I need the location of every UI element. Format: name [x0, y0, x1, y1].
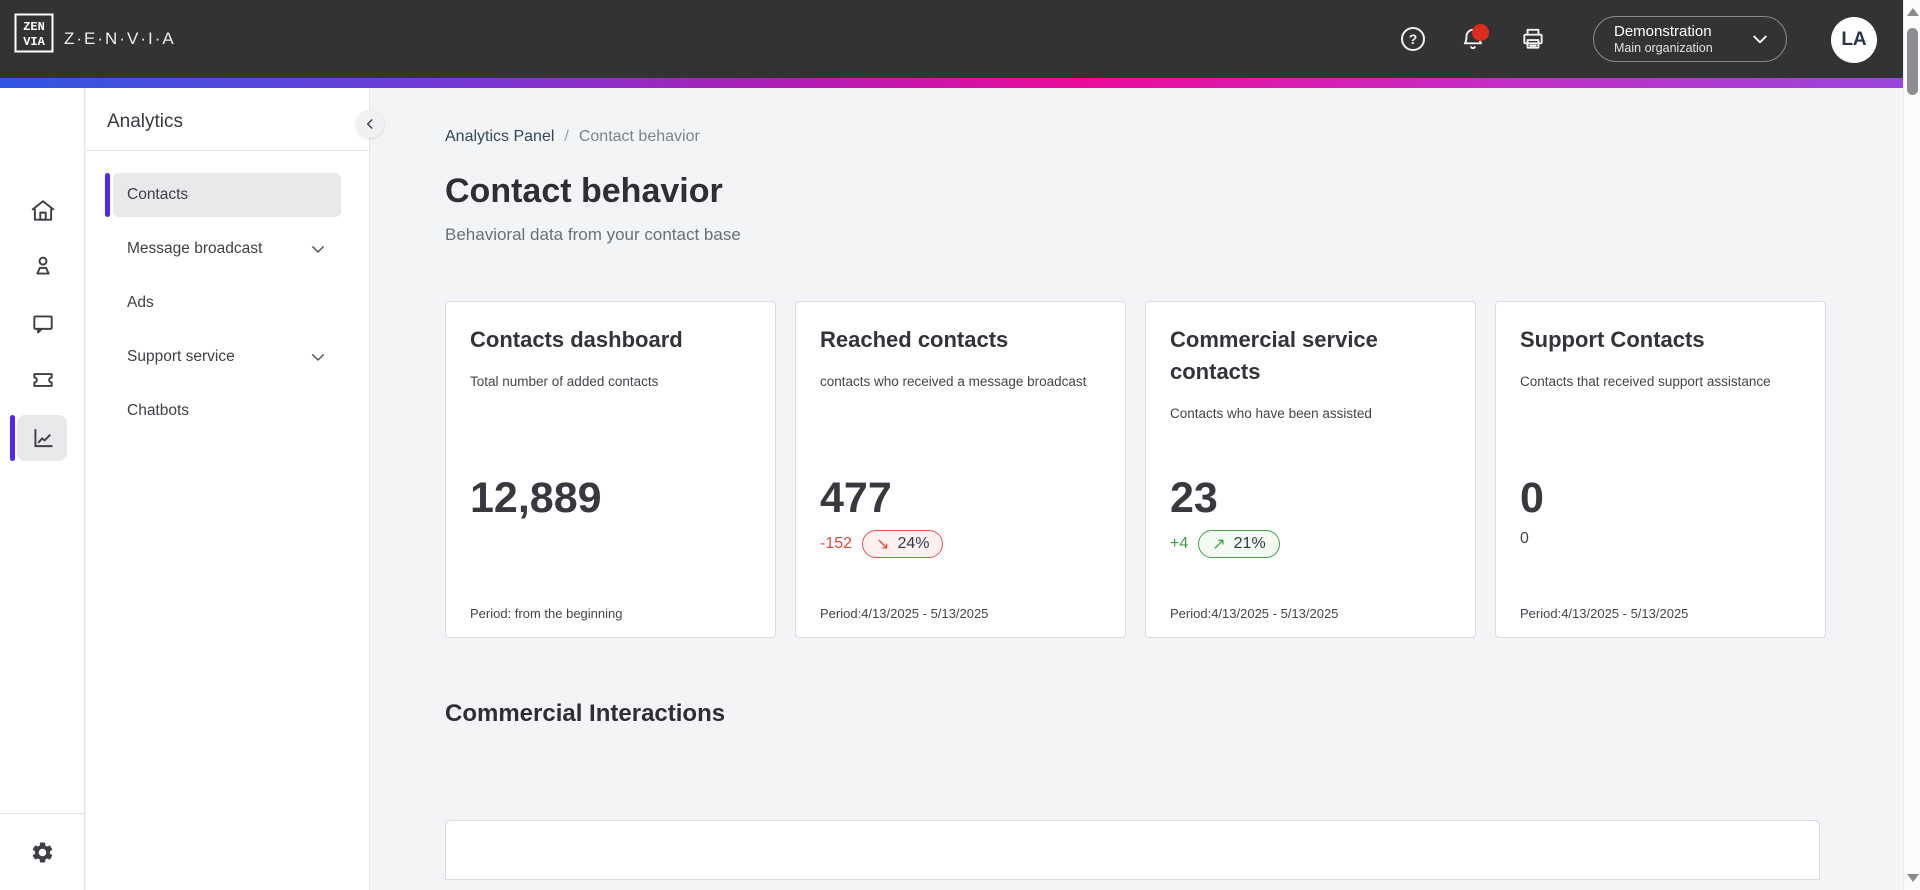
scroll-up-arrow[interactable] — [1907, 8, 1919, 16]
sidebar-item-label: Support service — [127, 348, 235, 365]
svg-text:VIA: VIA — [23, 35, 45, 49]
chevron-left-icon — [366, 119, 373, 129]
chevron-down-icon — [312, 246, 324, 253]
top-header: ZEN VIA Z·E·N·V·I·A ? Demonstration — [0, 0, 1903, 78]
sidebar-item-message-broadcast[interactable]: Message broadcast — [113, 227, 341, 271]
card-value: 0 — [1520, 474, 1544, 522]
trend-down-icon: ↘ — [876, 536, 890, 553]
sidebar-item-chatbots[interactable]: Chatbots — [113, 389, 341, 433]
zenvia-logo-icon[interactable]: ZEN VIA — [14, 13, 54, 53]
card-description: Total number of added contacts — [470, 374, 659, 389]
section-title-commercial-interactions: Commercial Interactions — [445, 700, 726, 727]
sidebar-item-label: Ads — [127, 294, 154, 311]
card-delta-row: 0 — [1520, 530, 1529, 548]
sidebar-item-ads[interactable]: Ads — [113, 281, 341, 325]
card-contacts-dashboard: Contacts dashboard Total number of added… — [445, 301, 776, 638]
main-content: Analytics Panel / Contact behavior Conta… — [371, 88, 1903, 890]
card-period: Period:4/13/2025 - 5/13/2025 — [1170, 606, 1339, 621]
organization-sub: Main organization — [1614, 40, 1713, 55]
card-commercial-service-contacts: Commercial service contacts Contacts who… — [1145, 301, 1476, 638]
card-reached-contacts: Reached contacts contacts who received a… — [795, 301, 1126, 638]
page-subtitle: Behavioral data from your contact base — [445, 225, 741, 244]
card-period: Period:4/13/2025 - 5/13/2025 — [1520, 606, 1689, 621]
scroll-down-arrow[interactable] — [1907, 874, 1919, 882]
notification-badge-dot — [1472, 24, 1489, 41]
card-support-contacts: Support Contacts Contacts that received … — [1495, 301, 1826, 638]
zenvia-wordmark: Z·E·N·V·I·A — [64, 29, 176, 48]
page-title: Contact behavior — [445, 172, 723, 210]
rail-conversations-icon[interactable] — [0, 299, 85, 349]
card-title: Commercial service contacts — [1170, 327, 1378, 384]
trend-up-icon: ↗ — [1212, 536, 1226, 553]
sidebar-item-label: Message broadcast — [127, 240, 263, 257]
printer-icon[interactable] — [1516, 22, 1550, 56]
breadcrumb: Analytics Panel / Contact behavior — [445, 128, 1903, 146]
sidebar-item-label: Chatbots — [127, 402, 190, 419]
stats-cards-row: Contacts dashboard Total number of added… — [445, 301, 1826, 638]
help-icon[interactable]: ? — [1396, 22, 1430, 56]
delta-value: -152 — [820, 535, 853, 552]
chevron-down-icon — [1753, 35, 1767, 44]
delta-value: +4 — [1170, 535, 1189, 552]
breadcrumb-analytics-panel[interactable]: Analytics Panel — [445, 128, 555, 145]
sidebar-item-label: Contacts — [127, 186, 189, 203]
card-period: Period:4/13/2025 - 5/13/2025 — [820, 606, 989, 621]
rail-analytics-icon[interactable] — [0, 413, 85, 463]
trend-percent: 21% — [1233, 535, 1266, 552]
scrollbar-thumb[interactable] — [1907, 28, 1918, 95]
rail-active-indicator — [10, 415, 15, 461]
rail-home-icon[interactable] — [0, 186, 85, 236]
icon-rail — [0, 88, 85, 890]
sidebar-collapse-button[interactable] — [356, 110, 384, 138]
delta-value: 0 — [1520, 530, 1529, 547]
rail-divider — [0, 813, 85, 814]
sidebar-active-indicator — [105, 173, 110, 217]
organization-switcher[interactable]: Demonstration Main organization — [1593, 16, 1787, 62]
brand-gradient-bar — [0, 78, 1903, 88]
sidebar-title: Analytics — [107, 111, 184, 132]
sidebar-item-support-service[interactable]: Support service — [113, 335, 341, 379]
card-title: Contacts dashboard — [470, 327, 683, 352]
rail-settings-gear-icon[interactable] — [0, 827, 85, 877]
user-avatar[interactable]: LA — [1831, 17, 1877, 63]
chevron-down-icon — [312, 354, 324, 361]
notifications-bell-icon[interactable] — [1456, 22, 1490, 56]
trend-badge: ↗ 21% — [1198, 530, 1280, 558]
rail-contacts-icon[interactable] — [0, 241, 85, 291]
breadcrumb-current: Contact behavior — [578, 128, 700, 145]
organization-name: Demonstration — [1614, 22, 1712, 40]
card-value: 477 — [820, 474, 892, 522]
card-value: 23 — [1170, 474, 1218, 522]
analytics-sidebar: Analytics Contacts Message broadcast Ads… — [86, 88, 384, 890]
card-description: Contacts who have been assisted — [1170, 406, 1372, 421]
commercial-interactions-card — [445, 820, 1820, 880]
sidebar-divider — [86, 150, 370, 151]
card-description: Contacts that received support assistanc… — [1520, 374, 1771, 389]
trend-badge: ↘ 24% — [862, 530, 944, 558]
card-delta-row: -152 ↘ 24% — [820, 530, 944, 558]
breadcrumb-separator: / — [564, 128, 569, 145]
rail-tickets-icon[interactable] — [0, 355, 85, 405]
svg-text:ZEN: ZEN — [23, 20, 45, 34]
card-title: Support Contacts — [1520, 327, 1705, 352]
card-period: Period: from the beginning — [470, 606, 623, 621]
trend-percent: 24% — [897, 535, 930, 552]
card-title: Reached contacts — [820, 327, 1009, 352]
vertical-scrollbar[interactable] — [1903, 0, 1920, 890]
card-value: 12,889 — [470, 474, 602, 522]
card-delta-row: +4 ↗ 21% — [1170, 530, 1280, 558]
sidebar-item-contacts[interactable]: Contacts — [113, 173, 341, 217]
card-description: contacts who received a message broadcas… — [820, 374, 1087, 389]
